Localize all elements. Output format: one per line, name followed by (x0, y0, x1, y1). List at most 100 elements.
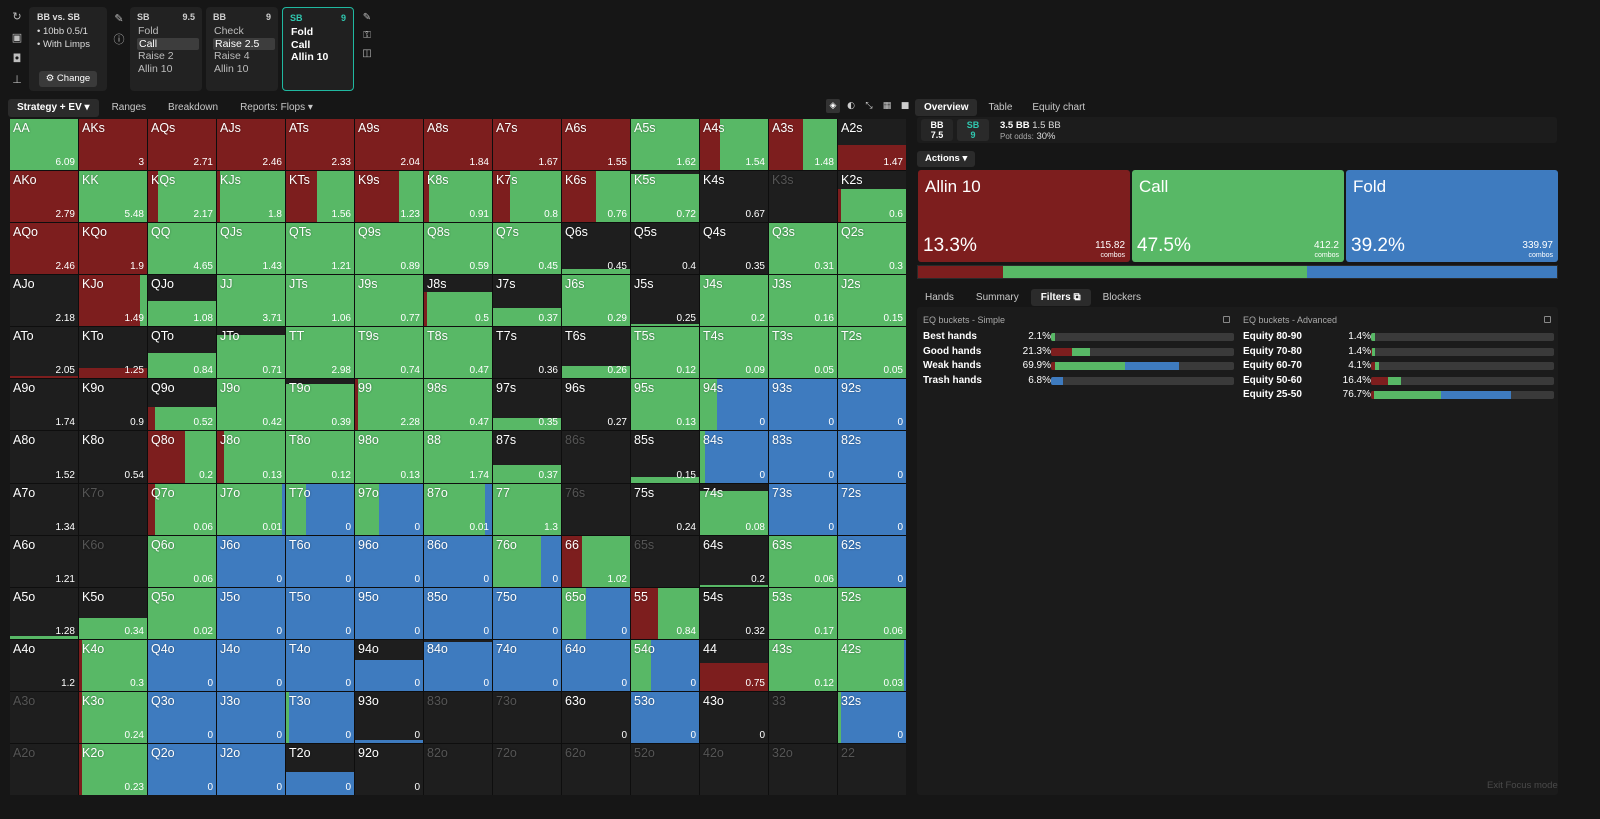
hand-cell[interactable]: J5o 0 (217, 587, 285, 639)
hand-cell[interactable]: 88 1.74 (424, 431, 492, 483)
hand-cell[interactable]: 76s (562, 483, 630, 535)
hand-cell[interactable]: 99 2.28 (355, 379, 423, 431)
hand-cell[interactable]: A3o (10, 691, 78, 743)
hand-cell[interactable]: J2s 0.15 (838, 275, 906, 327)
hand-cell[interactable]: 43s 0.12 (769, 639, 837, 691)
hand-cell[interactable]: 63s 0.06 (769, 535, 837, 587)
hand-cell[interactable]: Q4o 0 (148, 639, 216, 691)
bucket-row[interactable]: Equity 60-70 4.1% (1243, 360, 1554, 372)
hand-cell[interactable]: A9o 1.74 (10, 379, 78, 431)
toggle-advanced-icon[interactable] (1544, 316, 1551, 323)
edit-node-icon[interactable]: ✎ (362, 12, 372, 23)
tab-table[interactable]: Table (988, 102, 1013, 113)
hand-cell[interactable]: Q7o 0.06 (148, 483, 216, 535)
hand-cell[interactable]: 94o 0 (355, 639, 423, 691)
hand-cell[interactable]: A2s 1.47 (838, 119, 906, 171)
hand-cell[interactable]: Q8s 0.59 (424, 223, 492, 275)
hand-cell[interactable]: T2s 0.05 (838, 327, 906, 379)
hand-cell[interactable]: 94s 0 (700, 379, 768, 431)
hand-cell[interactable]: 64s 0.2 (700, 535, 768, 587)
hand-cell[interactable]: T4o 0 (286, 639, 354, 691)
hand-cell[interactable]: Q8o 0.2 (148, 431, 216, 483)
hand-cell[interactable]: KJs 1.8 (217, 171, 285, 223)
hand-cell[interactable]: Q5s 0.4 (631, 223, 699, 275)
grid-icon[interactable]: ▦ (882, 101, 892, 111)
node-option[interactable]: Allin 10 (291, 51, 329, 63)
hand-cell[interactable]: K9s 1.23 (355, 171, 423, 223)
hand-cell[interactable]: J4s 0.2 (700, 275, 768, 327)
hand-cell[interactable]: 98s 0.47 (424, 379, 492, 431)
toggle-simple-icon[interactable] (1223, 316, 1230, 323)
hand-cell[interactable]: 42o (700, 743, 768, 795)
hand-cell[interactable]: 86s (562, 431, 630, 483)
hand-cell[interactable]: Q2o 0 (148, 743, 216, 795)
hand-cell[interactable]: T7s 0.36 (493, 327, 561, 379)
hand-cell[interactable]: 32o (769, 743, 837, 795)
hand-cell[interactable]: K4o 0.3 (79, 639, 147, 691)
hand-cell[interactable]: J6s 0.29 (562, 275, 630, 327)
hand-cell[interactable]: 97o 0 (355, 483, 423, 535)
hand-cell[interactable]: Q3s 0.31 (769, 223, 837, 275)
hand-cell[interactable]: KJo 1.49 (79, 275, 147, 327)
hand-cell[interactable]: K8o 0.54 (79, 431, 147, 483)
hand-cell[interactable]: 64o 0 (562, 639, 630, 691)
hand-cell[interactable]: 72o (493, 743, 561, 795)
hand-cell[interactable]: 75o 0 (493, 587, 561, 639)
hand-cell[interactable]: T7o 0 (286, 483, 354, 535)
hand-cell[interactable]: QJo 1.08 (148, 275, 216, 327)
bucket-row[interactable]: Equity 70-80 1.4% (1243, 346, 1554, 358)
actions-dropdown[interactable]: Actions ▾ (917, 151, 976, 167)
hand-cell[interactable]: J2o 0 (217, 743, 285, 795)
hand-cell[interactable]: 32s 0 (838, 691, 906, 743)
node-option[interactable]: Check (214, 25, 244, 37)
hand-cell[interactable]: A6o 1.21 (10, 535, 78, 587)
hand-cell[interactable]: 52s 0.06 (838, 587, 906, 639)
hand-cell[interactable]: K2o 0.23 (79, 743, 147, 795)
hand-cell[interactable]: 63o 0 (562, 691, 630, 743)
hand-cell[interactable]: A8s 1.84 (424, 119, 492, 171)
hand-cell[interactable]: 85s 0.15 (631, 431, 699, 483)
node-option[interactable]: Raise 2.5 (213, 37, 275, 50)
hand-cell[interactable]: 86o 0 (424, 535, 492, 587)
hand-cell[interactable]: A9s 2.04 (355, 119, 423, 171)
hand-cell[interactable]: JJ 3.71 (217, 275, 285, 327)
hand-cell[interactable]: 74s 0.08 (700, 483, 768, 535)
hand-cell[interactable]: T3s 0.05 (769, 327, 837, 379)
hand-cell[interactable]: 43o 0 (700, 691, 768, 743)
hand-cell[interactable]: JTo 0.71 (217, 327, 285, 379)
hand-cell[interactable]: K8s 0.91 (424, 171, 492, 223)
hand-cell[interactable]: J9o 0.42 (217, 379, 285, 431)
hand-cell[interactable]: 53o 0 (631, 691, 699, 743)
hand-cell[interactable]: T5s 0.12 (631, 327, 699, 379)
hand-cell[interactable]: AJo 2.18 (10, 275, 78, 327)
hand-cell[interactable]: 52o (631, 743, 699, 795)
bucket-row[interactable]: Equity 80-90 1.4% (1243, 331, 1554, 343)
hand-cell[interactable]: J3o 0 (217, 691, 285, 743)
bucket-row[interactable]: Best hands 2.1% (923, 331, 1234, 343)
hand-cell[interactable]: 54s 0.32 (700, 587, 768, 639)
hand-cell[interactable]: A7o 1.34 (10, 483, 78, 535)
hand-cell[interactable]: T6s 0.26 (562, 327, 630, 379)
hand-cell[interactable]: K5o 0.34 (79, 587, 147, 639)
tab-breakdown[interactable]: Breakdown (168, 102, 219, 113)
hand-cell[interactable]: 84o 0 (424, 639, 492, 691)
hand-cell[interactable]: J9s 0.77 (355, 275, 423, 327)
hand-cell[interactable]: KTo 1.25 (79, 327, 147, 379)
hand-cell[interactable]: A8o 1.52 (10, 431, 78, 483)
bucket-row[interactable]: Trash hands 6.8% (923, 375, 1234, 387)
tab-overview[interactable]: Overview (915, 99, 978, 116)
bucket-row[interactable]: Good hands 21.3% (923, 346, 1234, 358)
hand-cell[interactable]: A5s 1.62 (631, 119, 699, 171)
node-option[interactable]: Allin 10 (138, 62, 173, 75)
hand-cell[interactable]: Q4s 0.35 (700, 223, 768, 275)
hand-cell[interactable]: Q6o 0.06 (148, 535, 216, 587)
hand-cell[interactable]: ATo 2.05 (10, 327, 78, 379)
hand-cell[interactable]: 96s 0.27 (562, 379, 630, 431)
hand-cell[interactable]: 97s 0.35 (493, 379, 561, 431)
hand-cell[interactable]: 75s 0.24 (631, 483, 699, 535)
hand-cell[interactable]: K7o (79, 483, 147, 535)
hand-cell[interactable]: T2o 0 (286, 743, 354, 795)
hand-cell[interactable]: QQ 4.65 (148, 223, 216, 275)
hand-cell[interactable]: KQo 1.9 (79, 223, 147, 275)
hand-cell[interactable]: 95s 0.13 (631, 379, 699, 431)
